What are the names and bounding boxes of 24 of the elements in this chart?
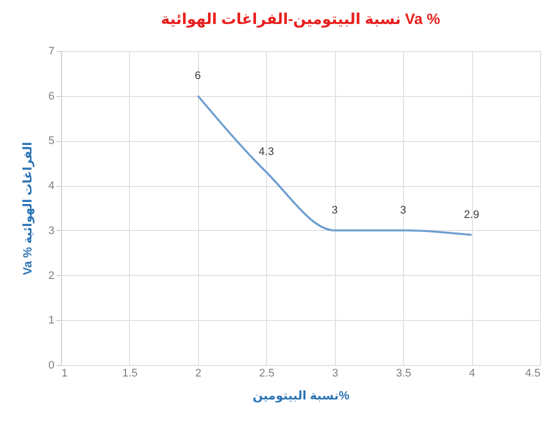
y-tick-label: 0 [48, 360, 54, 372]
x-tick-label: 3 [332, 368, 338, 380]
data-label: 3 [400, 204, 406, 216]
y-tick-label: 2 [48, 270, 54, 282]
x-axis-title: نسبة البيتومين% [252, 388, 350, 402]
x-tick-label: 4.5 [525, 368, 540, 380]
y-tick-label: 6 [48, 90, 54, 102]
y-tick-label: 5 [48, 135, 54, 148]
y-tick-label: 4 [48, 180, 54, 192]
x-tick-label: 1 [62, 368, 68, 380]
x-tick-label: 2 [195, 368, 202, 380]
y-tick-label: 1 [48, 314, 54, 327]
x-tick-label: 1.5 [122, 368, 138, 380]
x-tick-label: 4 [469, 368, 476, 380]
y-tick-label: 3 [48, 224, 54, 237]
data-label: 6 [194, 70, 201, 82]
data-label: 4.3 [258, 146, 274, 158]
x-tick-label: 2.5 [259, 368, 274, 380]
data-label: 3 [332, 204, 338, 216]
data-label: 2.9 [464, 208, 480, 221]
x-tick-label: 3.5 [396, 368, 412, 380]
y-axis-title: Va % الفراغات الهوائية [20, 142, 34, 276]
y-tick-label: 7 [48, 46, 54, 58]
chart-title: نسبة البيتومين-الفراغات الهوائية Va % [160, 11, 440, 28]
